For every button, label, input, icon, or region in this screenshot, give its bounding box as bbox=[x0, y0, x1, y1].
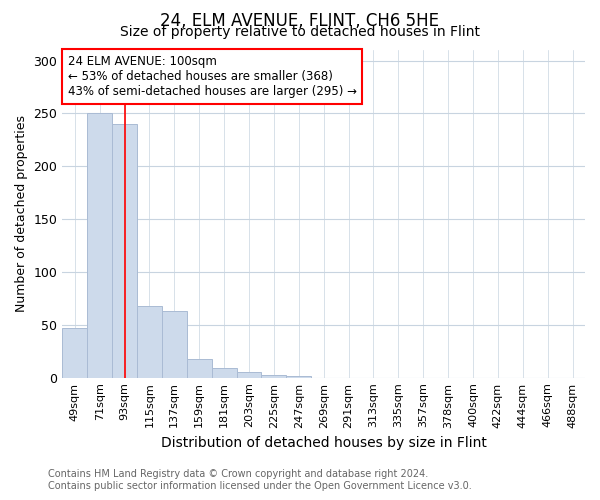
Text: Contains HM Land Registry data © Crown copyright and database right 2024.
Contai: Contains HM Land Registry data © Crown c… bbox=[48, 470, 472, 491]
Bar bbox=[286, 376, 311, 378]
Text: 24 ELM AVENUE: 100sqm
← 53% of detached houses are smaller (368)
43% of semi-det: 24 ELM AVENUE: 100sqm ← 53% of detached … bbox=[68, 55, 356, 98]
Bar bbox=[187, 358, 212, 378]
Text: 24, ELM AVENUE, FLINT, CH6 5HE: 24, ELM AVENUE, FLINT, CH6 5HE bbox=[161, 12, 439, 30]
Bar bbox=[236, 372, 262, 378]
Text: Size of property relative to detached houses in Flint: Size of property relative to detached ho… bbox=[120, 25, 480, 39]
Bar bbox=[62, 328, 87, 378]
Bar bbox=[212, 368, 236, 378]
Y-axis label: Number of detached properties: Number of detached properties bbox=[15, 116, 28, 312]
Bar bbox=[112, 124, 137, 378]
X-axis label: Distribution of detached houses by size in Flint: Distribution of detached houses by size … bbox=[161, 436, 487, 450]
Bar bbox=[87, 114, 112, 378]
Bar bbox=[137, 306, 162, 378]
Bar bbox=[162, 311, 187, 378]
Bar bbox=[262, 374, 286, 378]
